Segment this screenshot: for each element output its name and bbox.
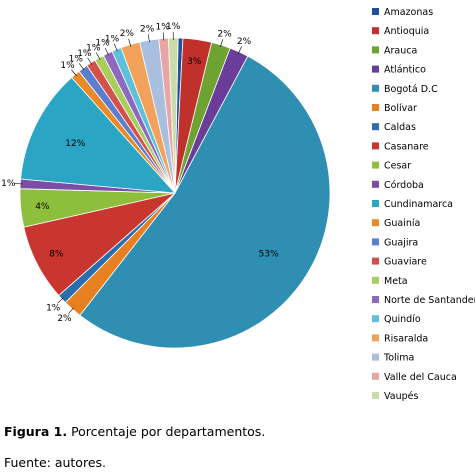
legend-label-guaviare: Guaviare — [384, 257, 427, 268]
legend-swatch-cordoba — [372, 180, 379, 188]
legend-label-cesar: Cesar — [384, 161, 411, 172]
slice-label-bolivar: 2% — [57, 314, 72, 324]
figure-caption: Figura 1. Porcentaje por departamentos. — [4, 424, 265, 439]
legend-label-risaralda: Risaralda — [384, 333, 428, 344]
legend-label-antioquia: Antioquia — [384, 26, 429, 37]
legend-label-bolivar: Bolívar — [384, 103, 417, 114]
slice-cundinamarca — [20, 76, 176, 194]
legend: Amazonas Antioquia Arauca Atlántico Bogotá D… — [372, 7, 475, 402]
slice-label-antioquia: 3% — [187, 57, 202, 67]
legend-swatch-caldas — [372, 123, 379, 131]
slice-label-vaupes: 1% — [166, 22, 181, 32]
legend-swatch-vaupes — [372, 392, 379, 399]
legend-label-guajira: Guajira — [384, 237, 418, 248]
legend-label-atlantico: Atlántico — [384, 65, 426, 76]
leader-line-valle-del-cauca — [162, 32, 165, 41]
leader-line-tolima — [147, 34, 150, 43]
legend-label-quindio: Quindío — [384, 314, 421, 325]
slice-label-norte-de-santander: 1% — [95, 39, 110, 49]
legend-swatch-guainia — [372, 219, 379, 227]
slice-label-guaviare: 1% — [77, 49, 92, 59]
leader-line-guainia — [71, 69, 77, 77]
legend-swatch-tolima — [372, 353, 379, 361]
legend-swatch-quindio — [372, 315, 379, 323]
legend-swatch-meta — [372, 276, 379, 284]
legend-label-casanare: Casanare — [384, 141, 429, 152]
legend-label-guainia: Guainía — [384, 218, 420, 229]
slice-label-atlantico: 2% — [237, 37, 252, 47]
slice-label-bogota-d-c: 53% — [259, 250, 279, 260]
legend-label-amazonas: Amazonas — [384, 7, 433, 18]
slice-label-arauca: 2% — [217, 30, 232, 40]
slice-label-tolima: 2% — [140, 24, 155, 34]
legend-swatch-risaralda — [372, 334, 379, 342]
slice-bogota-d-c — [79, 55, 331, 349]
pie-chart: 3%2%2%53%2%1%8%4%1%12%1%1%1%1%1%1%2% 2% 1%… — [1, 7, 475, 402]
legend-swatch-bogota-d-c — [372, 84, 379, 92]
slice-label-quindio: 1% — [105, 34, 120, 44]
leader-line-bolivar — [68, 307, 74, 314]
legend-label-tolima: Tolima — [383, 353, 414, 364]
slice-label-casanare: 8% — [49, 250, 64, 260]
legend-swatch-atlantico — [372, 65, 379, 73]
legend-swatch-valle-del-cauca — [372, 372, 379, 380]
leader-line-arauca — [220, 39, 224, 47]
legend-label-vaupes: Vaupés — [384, 391, 418, 402]
legend-swatch-cundinamarca — [372, 200, 379, 207]
legend-swatch-guaviare — [372, 257, 379, 265]
legend-swatch-bolivar — [372, 104, 379, 111]
slice-labels: 3%2%2%53%2%1%8%4%1%12%1%1%1%1%1%1%2% 2% 1%… — [1, 22, 279, 324]
slice-label-meta: 1% — [86, 43, 101, 53]
leader-line-atlantico — [238, 46, 242, 54]
legend-label-meta: Meta — [384, 276, 408, 287]
legend-swatch-arauca — [372, 46, 379, 54]
slice-label-guainia: 1% — [60, 61, 75, 71]
legend-label-valle-del-cauca: Valle del Cauca — [384, 372, 457, 383]
leader-line-norte-de-santander — [104, 47, 109, 56]
legend-label-bogota-d-c: Bogotá D.C — [384, 84, 438, 95]
legend-label-norte-de-santander: Norte de Santander — [384, 295, 475, 306]
slice-label-cundinamarca: 12% — [65, 139, 85, 149]
slice-label-cordoba: 1% — [1, 179, 16, 189]
legend-swatch-cesar — [372, 161, 379, 169]
slice-label-risaralda: 2% — [120, 29, 135, 39]
leader-line-guaviare — [87, 57, 93, 65]
slice-label-caldas: 1% — [46, 303, 61, 313]
legend-swatch-casanare — [372, 142, 379, 150]
legend-swatch-antioquia — [372, 27, 379, 35]
leader-line-caldas — [57, 297, 64, 304]
figure-source: Fuente: autores. — [4, 455, 106, 470]
legend-label-cordoba: Córdoba — [384, 180, 424, 191]
legend-swatch-amazonas — [372, 8, 379, 15]
slice-label-valle-del-cauca: 1% — [156, 22, 171, 32]
figure-caption-text: Porcentaje por departamentos. — [71, 424, 266, 439]
leader-line-meta — [95, 52, 101, 60]
slice-label-cesar: 4% — [35, 202, 50, 212]
leader-line-quindio — [114, 43, 118, 52]
legend-label-arauca: Arauca — [384, 45, 417, 56]
figure-caption-label: Figura 1. — [4, 424, 68, 439]
pie-slices — [19, 37, 331, 349]
legend-swatch-guajira — [372, 238, 379, 246]
legend-label-caldas: Caldas — [384, 122, 416, 133]
legend-swatch-norte-de-santander — [372, 296, 379, 303]
legend-label-cundinamarca: Cundinamarca — [384, 199, 453, 210]
leader-lines — [14, 32, 242, 314]
leader-line-risaralda — [128, 38, 132, 47]
leader-line-guajira — [79, 63, 85, 71]
slice-label-guajira: 1% — [69, 55, 84, 65]
